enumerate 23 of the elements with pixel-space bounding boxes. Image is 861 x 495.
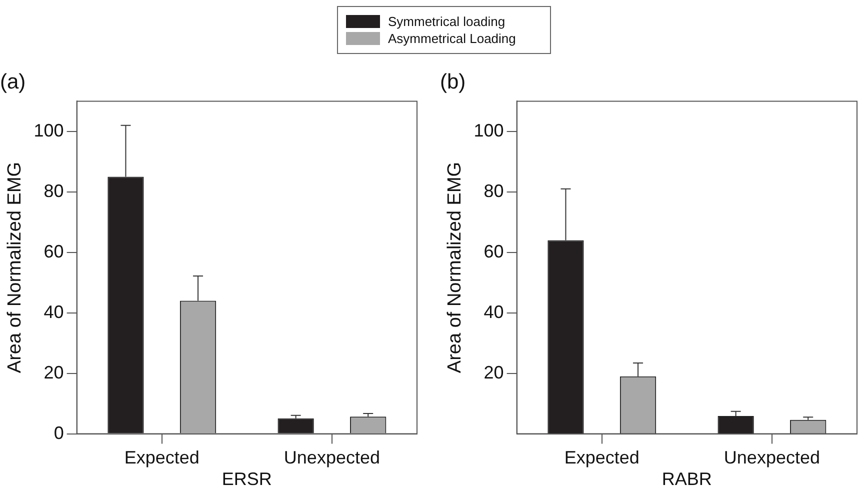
y-tick-label: 40 [44,302,64,322]
y-axis-title: Area of Normalized EMG [444,162,466,374]
y-tick-label: 20 [484,362,504,382]
y-tick-label: 0 [54,422,64,443]
chart-title: (b) [440,70,466,94]
x-tick-label: Expected [124,448,200,468]
y-tick-label: 60 [44,241,64,262]
y-tick-label: 80 [44,180,64,201]
y-tick-label: 100 [474,120,504,140]
x-tick-label: Unexpected [284,448,380,468]
x-axis-title: ERSR [222,469,272,490]
y-tick-label: 20 [44,362,64,382]
x-tick-label: Expected [564,448,640,468]
x-axis-title: RABR [662,469,712,490]
y-tick-label: 40 [484,302,504,322]
y-tick-label: 80 [484,180,504,201]
legend-label: Asymmetrical Loading [388,31,516,46]
y-axis-title: Area of Normalized EMG [4,162,26,374]
y-tick-label: 60 [484,241,504,262]
chart-title: (a) [0,70,26,94]
x-tick-label: Unexpected [724,448,820,468]
legend-label: Symmetrical loading [388,14,506,29]
y-tick-label: 100 [34,120,64,140]
